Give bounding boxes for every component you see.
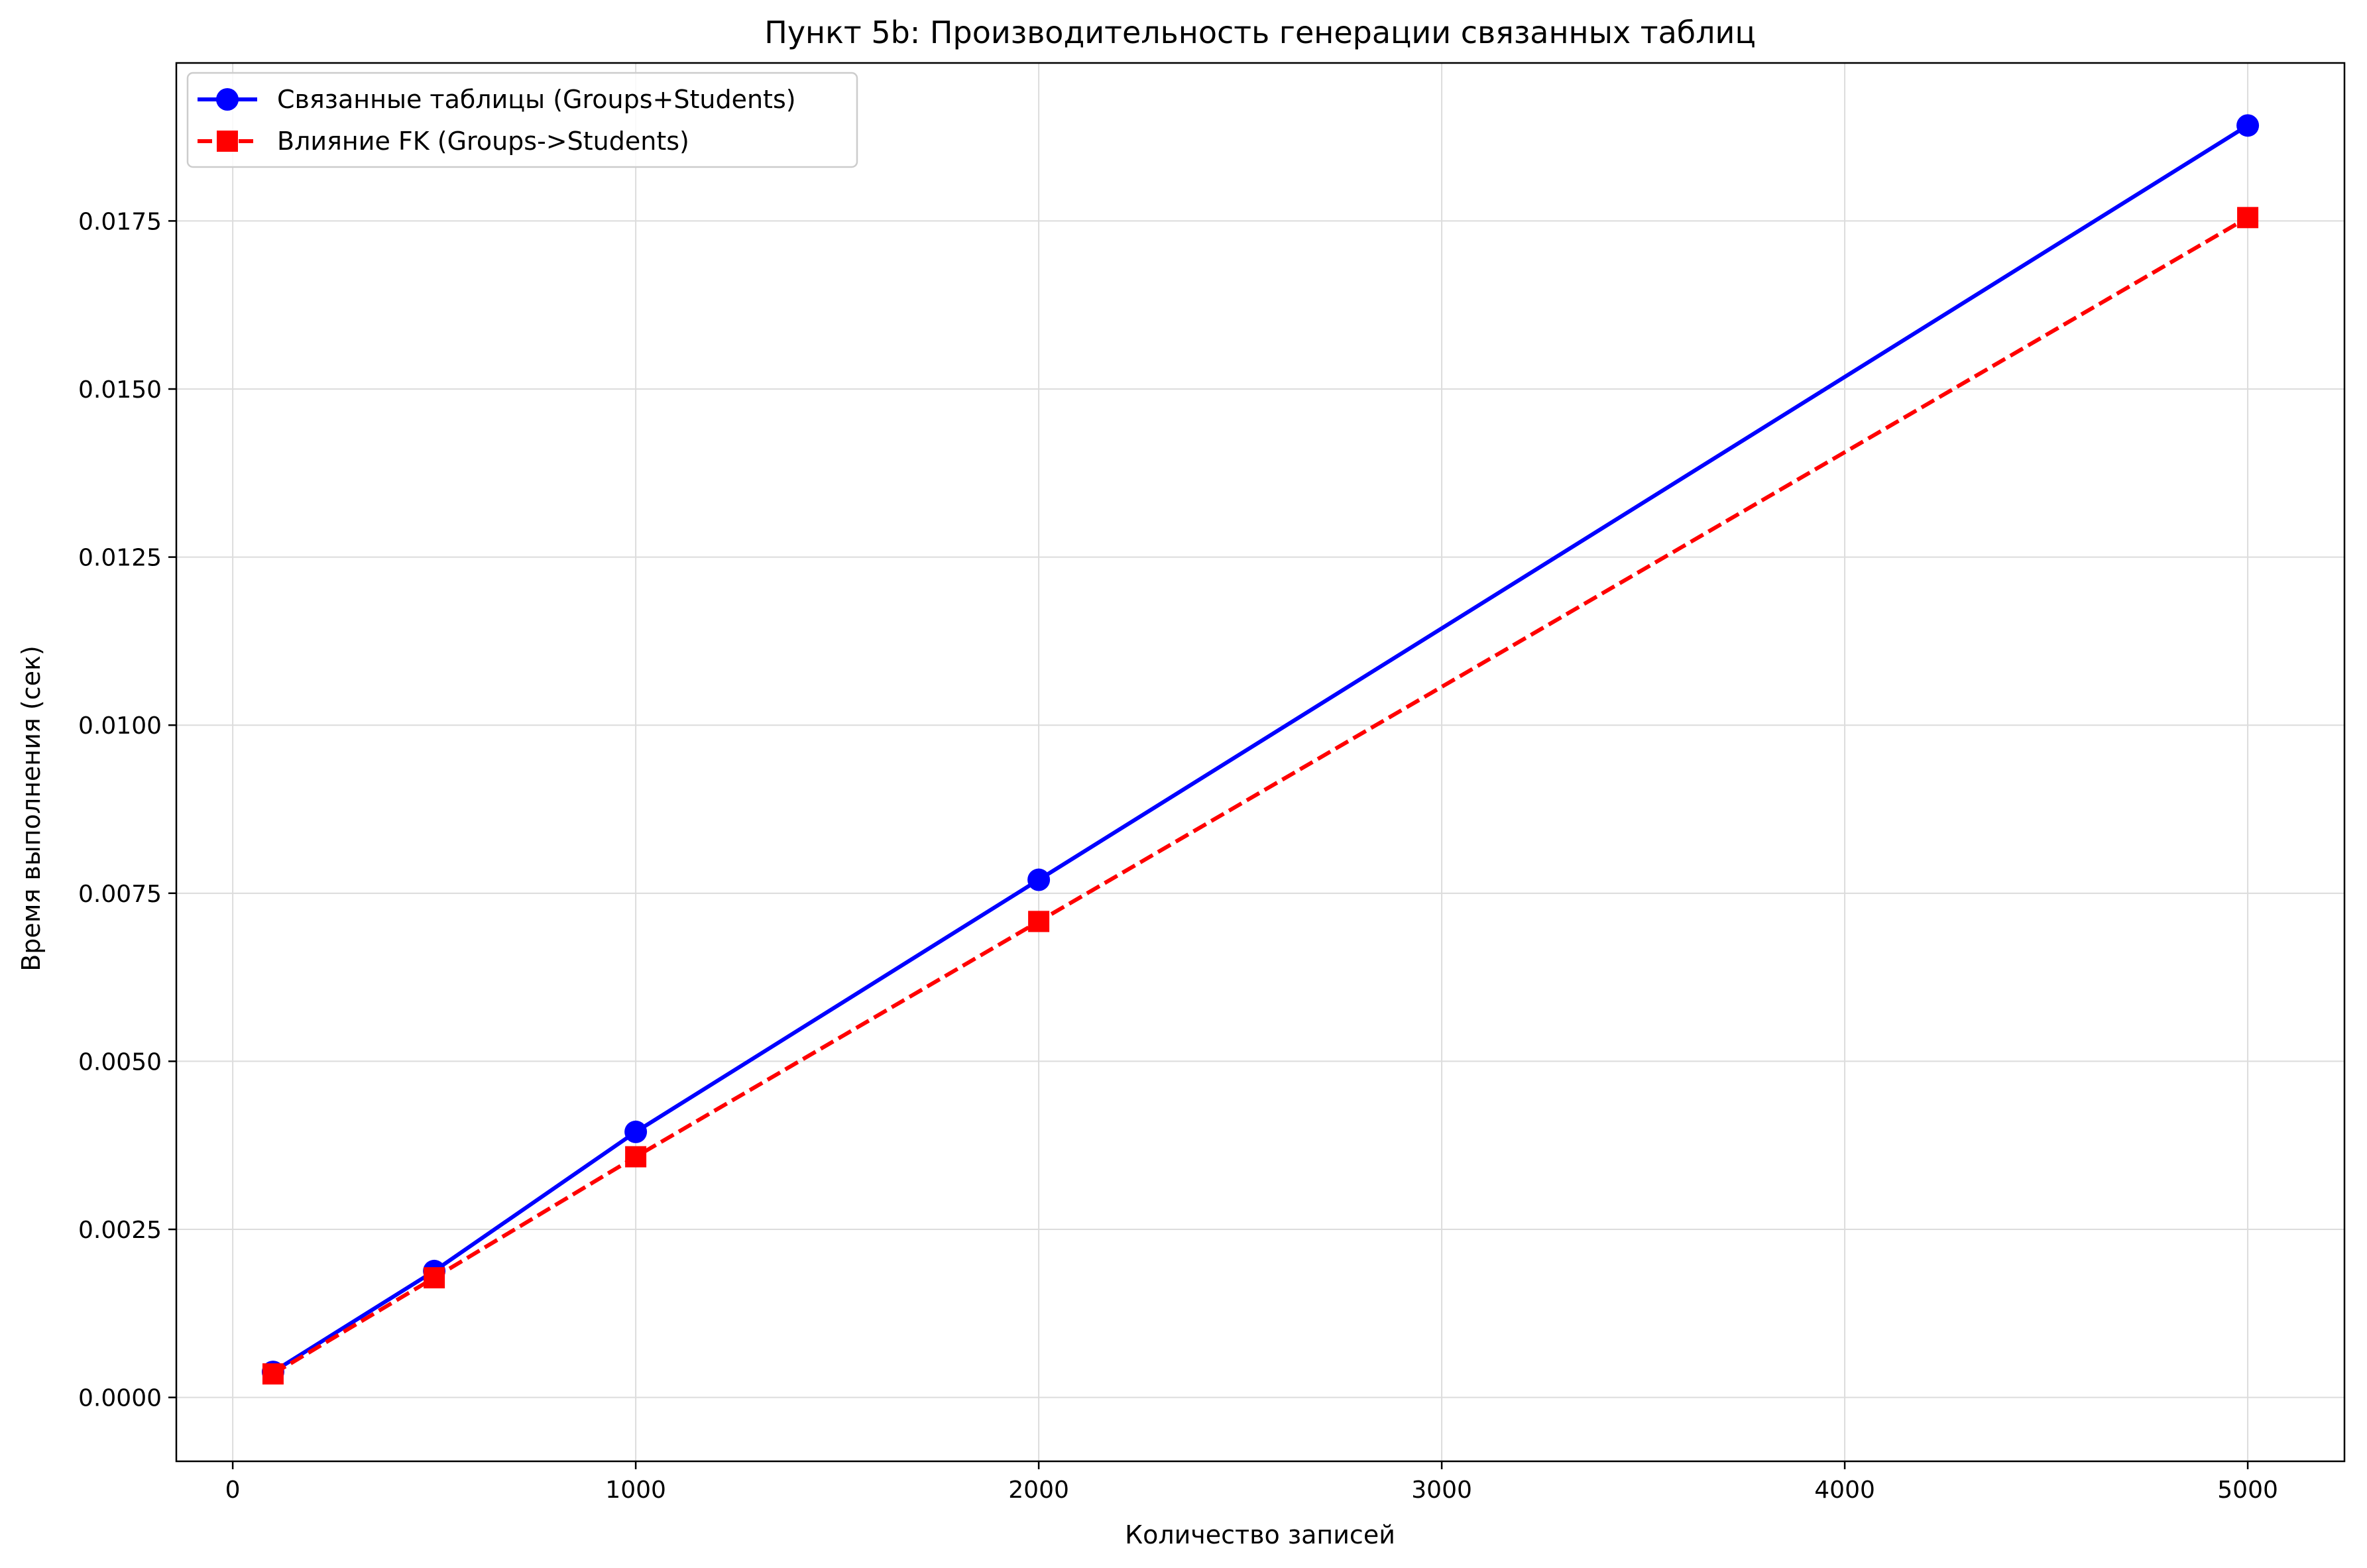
legend-marker: [217, 131, 238, 152]
data-point: [1027, 868, 1051, 891]
y-tick-label: 0.0150: [78, 376, 162, 404]
x-tick-label: 0: [225, 1477, 241, 1504]
x-tick-label: 3000: [1411, 1477, 1472, 1504]
data-point: [625, 1146, 647, 1168]
y-tick-label: 0.0000: [78, 1385, 162, 1412]
chart-title: Пункт 5b: Производительность генерации с…: [764, 15, 1756, 50]
x-tick-label: 4000: [1814, 1477, 1875, 1504]
data-point: [262, 1363, 284, 1385]
axis-ticks: 0 1000 2000 3000 4000 5000 0.0000 0.0025 0.0050 0…: [78, 208, 2278, 1504]
series-2: [262, 207, 2259, 1385]
data-point: [424, 1267, 445, 1289]
legend: Связанные таблицы (Groups+Students) Влиян…: [186, 72, 858, 168]
y-tick-label: 0.0075: [78, 881, 162, 908]
grid-lines: [176, 63, 2344, 1461]
y-tick-label: 0.0050: [78, 1048, 162, 1076]
legend-box: [186, 72, 858, 168]
data-point: [2237, 207, 2259, 229]
x-tick-label: 1000: [605, 1477, 666, 1504]
x-tick-label: 2000: [1008, 1477, 1069, 1504]
y-tick-label: 0.0125: [78, 545, 162, 572]
plot-area-frame: [175, 62, 2346, 1463]
y-tick-label: 0.0100: [78, 712, 162, 740]
legend-label: Влияние FK (Groups->Students): [277, 127, 689, 156]
series-layer: [261, 114, 2260, 1385]
legend-entry-1: Связанные таблицы (Groups+Students): [198, 85, 796, 114]
x-axis-label: Количество записей: [1125, 1520, 1395, 1549]
y-axis-label: Время выполнения (сек): [17, 645, 46, 972]
legend-label: Связанные таблицы (Groups+Students): [277, 85, 796, 114]
legend-marker: [216, 88, 239, 111]
data-point: [624, 1120, 648, 1143]
data-point: [2236, 114, 2260, 137]
y-tick-label: 0.0025: [78, 1217, 162, 1244]
y-tick-label: 0.0175: [78, 208, 162, 235]
x-tick-label: 5000: [2217, 1477, 2278, 1504]
legend-entry-2: Влияние FK (Groups->Students): [198, 127, 689, 156]
data-point: [1028, 911, 1050, 932]
